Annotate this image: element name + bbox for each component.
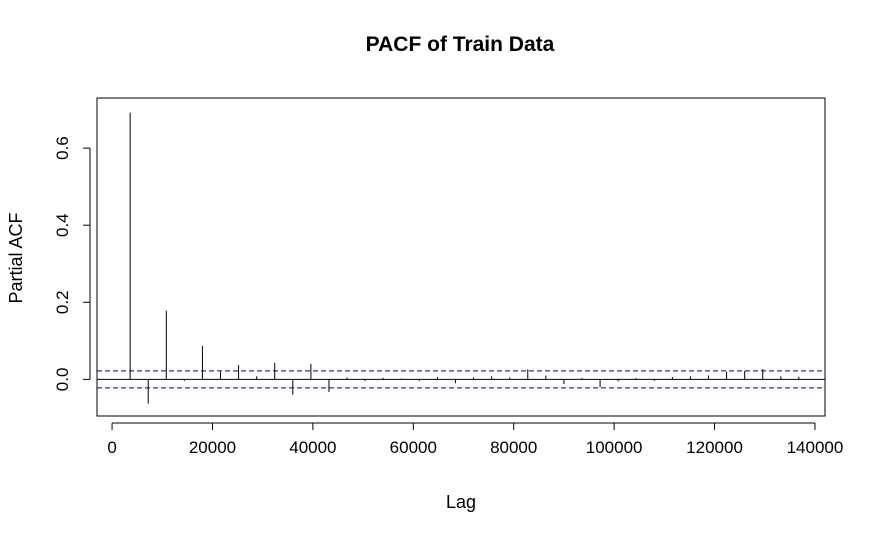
y-tick-label: 0.6 (53, 136, 72, 160)
x-tick-label: 0 (107, 438, 116, 457)
plot-frame (96, 97, 826, 417)
x-tick-label: 40000 (289, 438, 336, 457)
y-tick-label: 0.0 (53, 368, 72, 392)
confidence-bounds (97, 370, 825, 389)
pacf-spikes (129, 112, 800, 404)
y-axis: 0.0 0.2 0.4 0.6 (53, 136, 91, 392)
y-axis-label: Partial ACF (6, 212, 26, 303)
x-tick-label: 60000 (390, 438, 437, 457)
x-axis: 0 20000 40000 60000 80000 100000 120000 140000 (107, 422, 844, 457)
y-tick-label: 0.2 (53, 290, 72, 314)
x-tick-label: 120000 (686, 438, 743, 457)
x-tick-label: 100000 (586, 438, 643, 457)
x-tick-label: 140000 (787, 438, 844, 457)
chart-title: PACF of Train Data (366, 33, 555, 56)
y-tick-label: 0.4 (53, 213, 72, 237)
x-axis-label: Lag (446, 492, 476, 512)
x-tick-label: 80000 (490, 438, 537, 457)
x-tick-label: 20000 (189, 438, 236, 457)
